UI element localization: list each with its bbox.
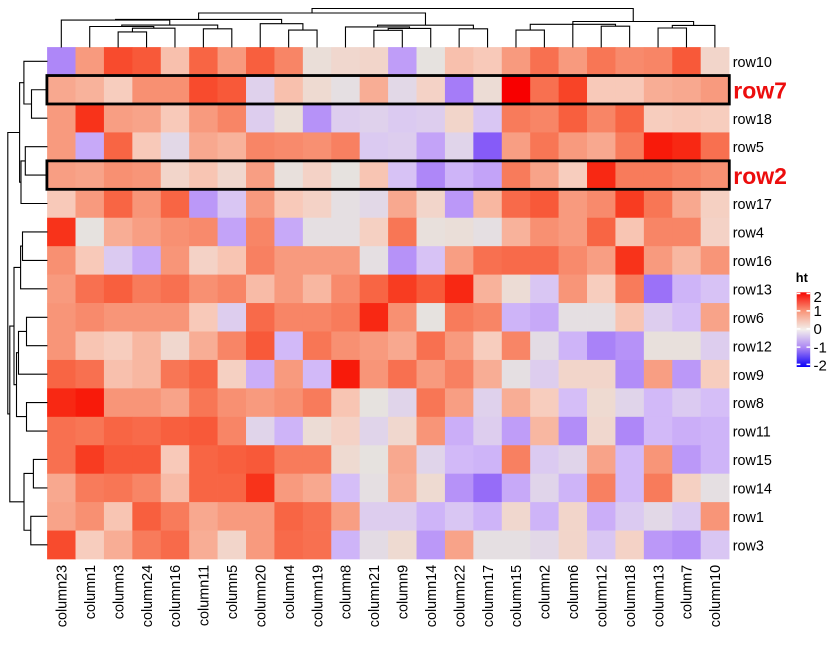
svg-text:row1: row1 [733, 510, 764, 526]
svg-text:column1: column1 [83, 565, 99, 619]
svg-text:2: 2 [814, 289, 822, 306]
svg-text:row2: row2 [733, 163, 787, 189]
svg-text:0: 0 [814, 321, 822, 338]
svg-text:column16: column16 [168, 565, 184, 627]
svg-text:column7: column7 [680, 565, 696, 619]
svg-text:row15: row15 [733, 453, 772, 469]
svg-text:row13: row13 [733, 282, 772, 298]
svg-text:1: 1 [814, 303, 822, 320]
svg-text:column20: column20 [253, 565, 269, 627]
svg-text:column10: column10 [708, 565, 724, 627]
svg-text:column2: column2 [538, 565, 554, 619]
svg-text:row3: row3 [733, 538, 764, 554]
svg-text:row5: row5 [733, 140, 764, 156]
svg-text:column12: column12 [594, 565, 610, 627]
svg-text:column11: column11 [197, 565, 213, 626]
svg-text:column15: column15 [509, 565, 525, 627]
svg-text:column21: column21 [367, 565, 383, 627]
svg-text:row16: row16 [733, 254, 772, 270]
svg-text:column18: column18 [623, 565, 639, 627]
svg-text:row6: row6 [733, 311, 764, 327]
svg-text:row11: row11 [733, 425, 771, 441]
svg-text:row14: row14 [733, 482, 772, 498]
svg-text:row9: row9 [733, 368, 764, 384]
svg-text:column6: column6 [566, 565, 582, 619]
svg-text:column4: column4 [282, 565, 298, 619]
svg-text:-2: -2 [814, 357, 827, 374]
svg-text:column17: column17 [481, 565, 497, 627]
svg-text:row8: row8 [733, 396, 764, 412]
svg-text:column5: column5 [225, 565, 241, 619]
svg-text:row10: row10 [733, 55, 772, 71]
svg-text:column9: column9 [396, 565, 412, 619]
svg-text:row18: row18 [733, 112, 772, 128]
svg-text:column8: column8 [339, 565, 355, 619]
svg-text:column19: column19 [310, 565, 326, 627]
svg-text:row4: row4 [733, 226, 764, 242]
svg-text:row17: row17 [733, 197, 772, 213]
svg-text:column24: column24 [140, 565, 156, 627]
svg-text:column22: column22 [452, 565, 468, 627]
svg-text:column13: column13 [651, 565, 667, 627]
svg-text:column14: column14 [424, 565, 440, 627]
svg-text:ht: ht [796, 270, 809, 285]
svg-text:-1: -1 [814, 340, 827, 357]
svg-text:column23: column23 [55, 565, 71, 627]
svg-text:row7: row7 [733, 78, 787, 104]
svg-text:column3: column3 [111, 565, 127, 619]
svg-text:row12: row12 [733, 339, 772, 355]
